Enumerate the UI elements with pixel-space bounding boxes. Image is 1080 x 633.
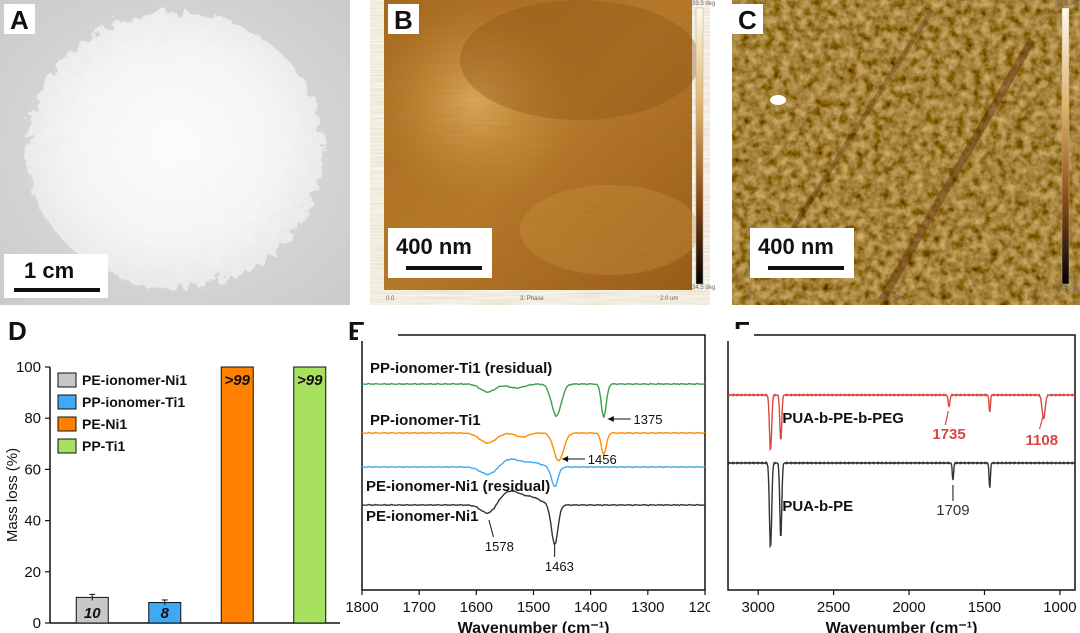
scale-text-c: 400 nm xyxy=(758,234,834,259)
panel-c: -32.3 deg -37.5 deg 0.0 3: Phase 2.0 um … xyxy=(732,0,1080,305)
x-tick-label: 2500 xyxy=(817,599,850,616)
afm-foot-mid-b: 3: Phase xyxy=(520,296,544,302)
scale-text-b: 400 nm xyxy=(396,234,472,259)
annotation-label: 1456 xyxy=(588,452,617,467)
afm-foot-right-b: 2.0 um xyxy=(660,296,679,302)
annotation-arrow xyxy=(488,519,494,538)
scale-bar-b xyxy=(406,266,482,270)
annotation-arrow xyxy=(944,410,949,426)
legend-swatch xyxy=(57,372,77,388)
legend-label: PE-ionomer-Ni1 xyxy=(82,372,187,388)
afm-foot-right-c: 2.0 um xyxy=(1022,296,1041,302)
afm-cbar-bottom-b: -34.5 deg xyxy=(690,285,716,291)
y-tick-label: 0 xyxy=(33,615,41,632)
scale-bar-a xyxy=(14,288,100,292)
panel-label-d: D xyxy=(8,316,27,346)
ftir-chart-f: 3000 2500 2000 1500 1000 Wavenumber (cm⁻¹) PUA… xyxy=(724,329,1077,633)
panel-a: A 1 cm xyxy=(0,0,350,305)
panel-b: -33.3 deg -34.5 deg 0.0 3: Phase 2.0 um … xyxy=(370,0,715,305)
legend-label: PP-Ti1 xyxy=(82,438,126,454)
x-tick-label: 2000 xyxy=(892,599,925,616)
x-tick-label: 1400 xyxy=(574,599,607,616)
annotation-label: 1578 xyxy=(485,539,514,554)
frame-mask xyxy=(724,329,754,341)
legend-label: PE-Ni1 xyxy=(82,416,127,432)
panel-label-b: B xyxy=(388,4,419,34)
bar-data-label: 10 xyxy=(84,605,101,622)
x-tick-label: 3000 xyxy=(741,599,774,616)
annotation-label: 1108 xyxy=(1026,432,1059,449)
series-label: PUA-b-PE xyxy=(782,498,853,515)
annotation-label: 1709 xyxy=(936,502,969,519)
x-tick-label: 1200 xyxy=(688,599,710,616)
arrow-head xyxy=(562,456,569,462)
annotation-label: 1463 xyxy=(545,559,574,574)
arrow-head xyxy=(607,416,614,422)
scale-box-a: 1 cm xyxy=(4,254,108,298)
x-axis-label: Wavenumber (cm⁻¹) xyxy=(458,620,610,633)
bar-data-label: >99 xyxy=(297,372,323,389)
series-label: PE-ionomer-Ni1 xyxy=(366,508,479,525)
scale-box-c: 400 nm xyxy=(750,228,854,278)
spectrum-line xyxy=(727,393,1076,452)
spectrum-line xyxy=(361,431,706,462)
mass-loss-bar-chart: 0 20 40 60 80 100 Mass loss (%) 10 8 >99 >99 PE-ion… xyxy=(4,359,340,632)
legend-swatch xyxy=(57,394,77,410)
y-tick-label: 60 xyxy=(24,461,41,478)
series-label: PUA-b-PE-b-PEG xyxy=(782,410,904,427)
x-tick-label: 1800 xyxy=(345,599,378,616)
frame-mask xyxy=(358,329,398,341)
x-tick-label: 1700 xyxy=(402,599,435,616)
legend-label: PP-ionomer-Ti1 xyxy=(82,394,185,410)
scale-box-b: 400 nm xyxy=(388,228,492,278)
y-axis-label: Mass loss (%) xyxy=(4,448,21,542)
spectrum-line xyxy=(361,490,706,545)
x-tick-label: 1300 xyxy=(631,599,664,616)
y-tick-label: 40 xyxy=(24,513,41,530)
x-tick-label: 1000 xyxy=(1043,599,1076,616)
x-axis-label: Wavenumber (cm⁻¹) xyxy=(826,620,978,633)
afm-foot-mid-c: 3: Phase xyxy=(882,296,906,302)
spectrum-line xyxy=(361,458,706,488)
panel-label-c: C xyxy=(732,4,763,34)
afm-cbar-top-c: -32.3 deg xyxy=(1054,1,1080,7)
spectrum-line xyxy=(361,382,706,418)
series-label: PP-ionomer-Ti1 xyxy=(370,412,481,429)
ftir-chart-e: 1800 1700 1600 1500 1400 1300 1200 Wavenumber (… xyxy=(345,329,710,633)
afm-cbar-bottom-c: -37.5 deg xyxy=(1054,285,1080,291)
legend-swatch xyxy=(57,416,77,432)
annotation-arrow xyxy=(1038,414,1044,430)
annotation-label: 1375 xyxy=(634,412,663,427)
legend-swatch xyxy=(57,438,77,454)
spectrum-line xyxy=(727,461,1076,549)
series-label: PP-ionomer-Ti1 (residual) xyxy=(370,360,552,377)
annotation-label: 1735 xyxy=(932,426,965,443)
x-tick-label: 1500 xyxy=(968,599,1001,616)
panel-label-a: A xyxy=(4,4,35,34)
scale-text-a: 1 cm xyxy=(24,258,75,283)
series-label: PE-ionomer-Ni1 (residual) xyxy=(366,478,550,495)
bar-data-label: 8 xyxy=(161,605,170,622)
afm-foot-left-b: 0.0 xyxy=(386,296,395,302)
bar-PP-Ti1 xyxy=(293,366,327,624)
afm-foot-left-c: 0.0 xyxy=(748,296,757,302)
y-tick-label: 80 xyxy=(24,410,41,427)
bar-PE-Ni1 xyxy=(220,366,254,624)
afm-cbar-top-b: -33.3 deg xyxy=(690,1,716,7)
scale-bar-c xyxy=(768,266,844,270)
x-tick-label: 1500 xyxy=(517,599,550,616)
powder-photo xyxy=(0,0,350,305)
y-tick-label: 100 xyxy=(16,359,41,376)
x-tick-label: 1600 xyxy=(460,599,493,616)
bar-data-label: >99 xyxy=(225,372,251,389)
y-tick-label: 20 xyxy=(24,564,41,581)
